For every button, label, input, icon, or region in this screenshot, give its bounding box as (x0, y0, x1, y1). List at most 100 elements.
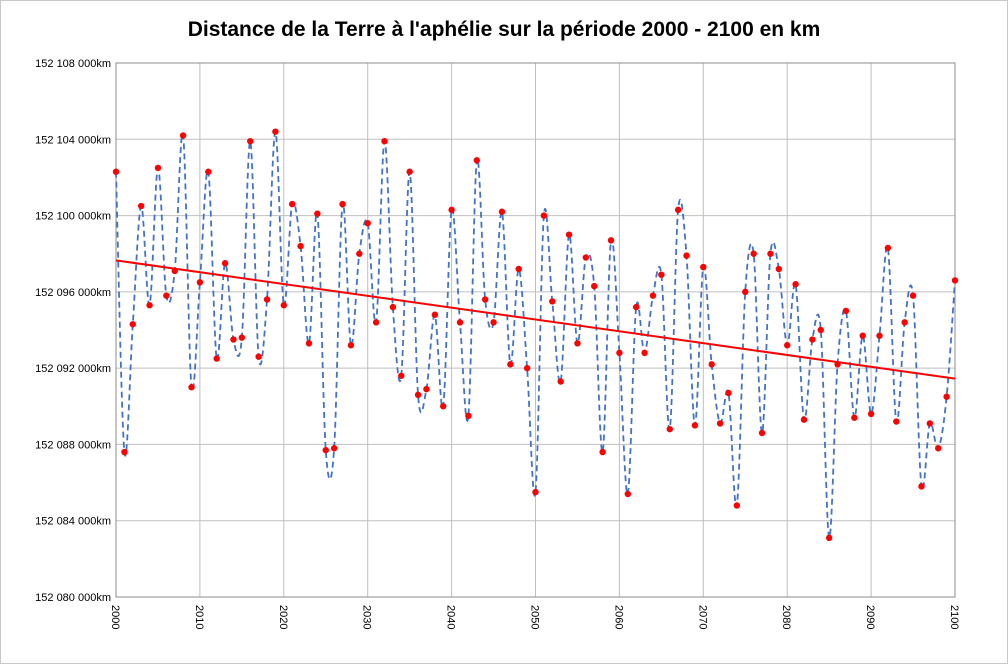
data-point (725, 389, 732, 397)
data-point (599, 448, 606, 456)
data-point (943, 393, 950, 400)
data-point (591, 282, 598, 290)
data-point (255, 353, 262, 360)
data-point (540, 212, 548, 219)
data-point (280, 302, 287, 309)
data-point (700, 263, 707, 271)
data-point (674, 206, 682, 214)
data-point (322, 446, 329, 454)
x-tick-label: 2000 (109, 605, 121, 629)
y-tick-label: 152 088 000km (35, 439, 111, 451)
data-point (398, 372, 405, 379)
data-point (473, 157, 480, 164)
data-point (532, 488, 539, 496)
data-point (364, 220, 371, 227)
dashed-series-line (115, 130, 956, 539)
data-point (154, 164, 162, 172)
data-point (767, 250, 774, 257)
data-point (498, 208, 506, 215)
trend-line-segment (115, 259, 956, 380)
data-point (691, 422, 699, 429)
data-point (624, 490, 631, 498)
data-point (641, 349, 648, 357)
data-point (918, 483, 925, 490)
x-tick-label: 2090 (864, 605, 876, 629)
data-point (381, 137, 388, 145)
x-tick-label: 2080 (780, 605, 792, 629)
data-point (549, 298, 556, 305)
data-point (163, 292, 170, 299)
data-point (851, 414, 858, 421)
data-point (305, 340, 313, 347)
data-point (909, 292, 917, 299)
data-point (230, 336, 237, 343)
data-point (557, 378, 564, 385)
y-tick-label: 152 104 000km (35, 134, 111, 146)
data-point (406, 168, 413, 175)
x-tick-label: 2030 (361, 605, 373, 629)
data-point (423, 385, 430, 393)
data-point (121, 448, 128, 456)
data-point (817, 326, 824, 334)
data-point (297, 242, 304, 250)
data-point (490, 319, 497, 326)
data-point (582, 254, 590, 261)
chart-title: Distance de la Terre à l'aphélie sur la … (187, 18, 821, 41)
data-point (339, 200, 346, 208)
data-point (129, 321, 136, 328)
data-point (901, 319, 908, 326)
data-point (607, 237, 615, 244)
data-point (456, 319, 464, 326)
y-tick-label: 152 096 000km (35, 287, 111, 299)
plot-border (115, 62, 956, 598)
data-point (213, 355, 220, 362)
data-point (431, 311, 439, 318)
data-point (733, 502, 741, 509)
y-tick-label: 152 080 000km (35, 592, 111, 604)
series-dashed-curve (115, 130, 956, 539)
x-tick-label: 2010 (193, 605, 205, 629)
data-point (389, 303, 397, 311)
data-point (800, 416, 808, 423)
x-tick-label: 2060 (612, 605, 624, 629)
data-point (842, 307, 850, 315)
data-point (893, 418, 900, 425)
data-point (179, 132, 187, 139)
data-point (935, 445, 942, 452)
data-point (263, 296, 271, 303)
data-point (507, 361, 514, 368)
data-point (616, 349, 623, 357)
grid-lines (115, 62, 956, 598)
data-point (758, 429, 766, 437)
data-point (171, 267, 178, 275)
data-points (112, 128, 959, 542)
data-point (465, 412, 472, 420)
x-tick-label: 2040 (445, 605, 457, 629)
data-point (775, 265, 783, 273)
data-point (825, 534, 833, 542)
data-point (372, 319, 380, 326)
data-point (884, 244, 892, 252)
x-tick-label: 2050 (529, 605, 541, 629)
data-point (314, 210, 321, 217)
data-point (247, 137, 254, 145)
data-point (356, 250, 363, 257)
data-point (347, 342, 355, 349)
data-point (750, 250, 757, 257)
data-point (834, 361, 841, 368)
y-tick-label: 152 084 000km (35, 516, 111, 528)
data-point (708, 361, 715, 368)
data-point (288, 200, 296, 208)
data-point (112, 168, 120, 175)
trend-line (115, 259, 956, 380)
data-point (649, 292, 657, 299)
y-tick-label: 152 108 000km (35, 58, 111, 70)
data-point (205, 168, 212, 175)
data-point (683, 252, 690, 259)
data-point (137, 202, 145, 210)
x-tick-label: 2020 (277, 605, 289, 629)
data-point (238, 334, 246, 341)
data-point (481, 296, 489, 303)
